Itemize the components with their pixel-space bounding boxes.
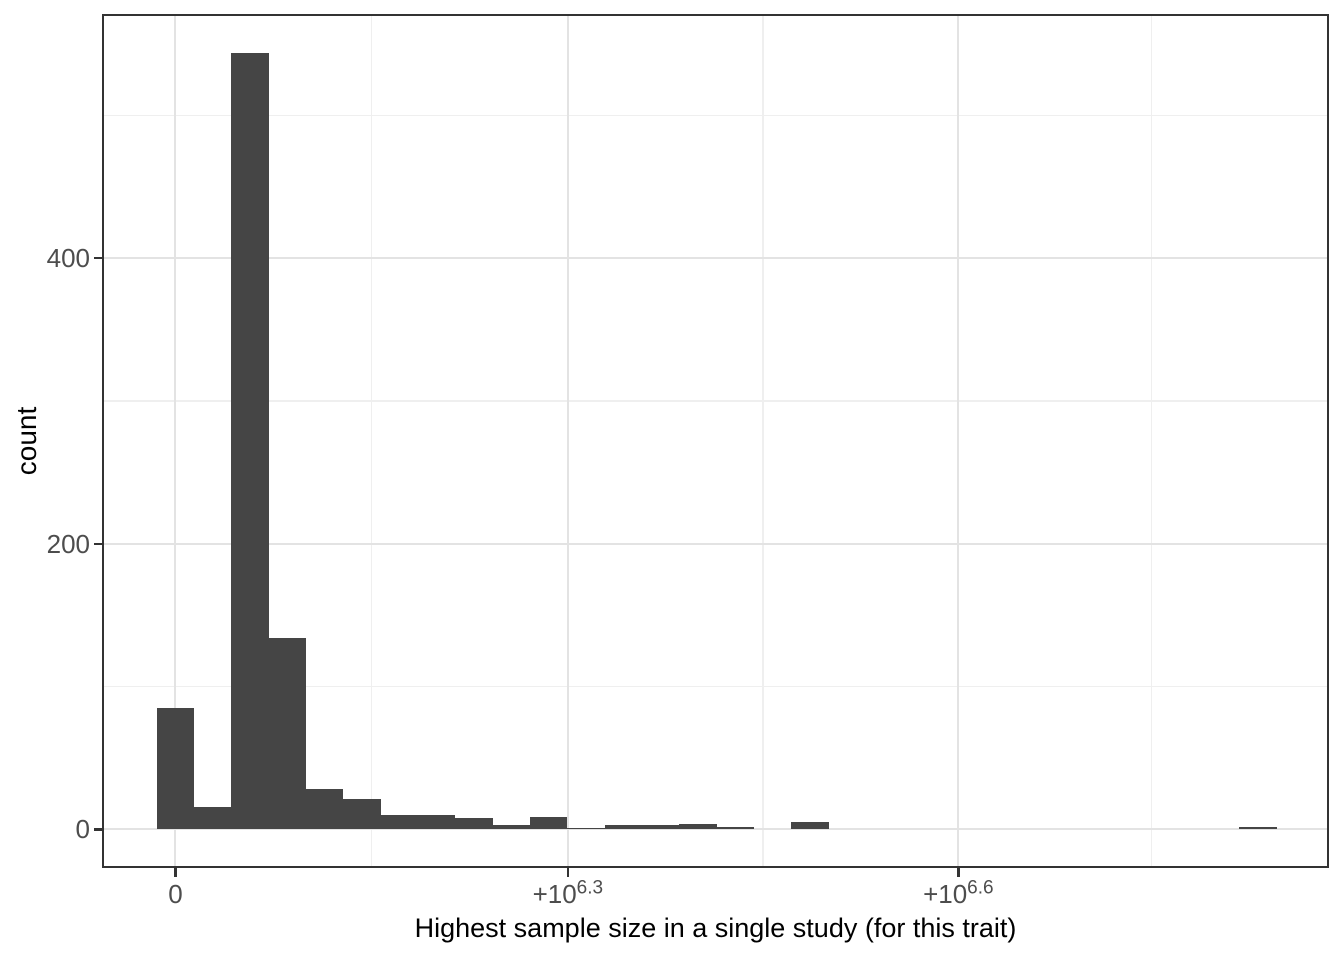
x-tick-label-base: +10 <box>923 879 968 909</box>
y-tick-mark <box>94 256 102 260</box>
gridline-major-horizontal <box>102 828 1329 831</box>
x-tick-label-base: +10 <box>532 879 577 909</box>
histogram-bar <box>194 806 232 830</box>
histogram-bar <box>156 708 195 830</box>
gridline-major-horizontal <box>102 542 1329 545</box>
histogram-bar <box>716 826 754 830</box>
histogram-bar <box>268 638 307 830</box>
histogram-bar <box>679 823 717 830</box>
x-tick-mark <box>566 868 570 877</box>
histogram-bar <box>455 818 493 830</box>
gridline-minor-vertical <box>370 14 373 868</box>
x-tick-label-exponent: 6.3 <box>576 877 604 899</box>
x-axis-title: Highest sample size in a single study (f… <box>414 913 1017 943</box>
histogram-bar <box>642 825 680 830</box>
x-tick-mark <box>957 868 960 877</box>
x-tick-label: +106.6 <box>888 877 1028 909</box>
gridline-major-vertical <box>957 14 960 868</box>
gridline-major-horizontal <box>102 257 1329 260</box>
gridline-minor-horizontal <box>102 685 1329 688</box>
y-axis-title: count <box>11 406 42 476</box>
x-tick-label: +106.3 <box>498 877 638 909</box>
y-tick-mark <box>94 542 102 546</box>
histogram-bar <box>530 816 568 830</box>
x-tick-mark <box>174 868 177 877</box>
gridline-minor-vertical <box>1150 14 1153 868</box>
x-tick-label-exponent: 6.6 <box>967 877 994 899</box>
y-tick-label: 200 <box>46 528 90 559</box>
histogram-bar <box>343 799 381 830</box>
histogram-bar <box>380 815 419 830</box>
y-tick-label: 0 <box>75 814 90 845</box>
histogram-bar <box>1239 826 1277 830</box>
histogram-bar <box>231 52 269 830</box>
histogram-bar <box>306 789 344 830</box>
x-tick-label: 0 <box>105 879 245 909</box>
histogram-bar <box>604 825 642 830</box>
gridline-major-vertical <box>174 14 177 868</box>
histogram-bar <box>418 815 456 830</box>
histogram-bar <box>791 822 829 830</box>
gridline-minor-vertical <box>762 14 764 868</box>
gridline-minor-horizontal <box>102 400 1329 402</box>
plot-panel <box>102 14 1329 868</box>
y-tick-label: 400 <box>46 243 90 274</box>
x-tick-label-base: 0 <box>168 879 183 909</box>
histogram-bar <box>567 828 605 830</box>
gridline-minor-horizontal <box>102 114 1329 117</box>
gridline-major-vertical <box>566 14 569 868</box>
histogram-bar <box>492 825 531 830</box>
y-tick-mark <box>94 828 102 831</box>
